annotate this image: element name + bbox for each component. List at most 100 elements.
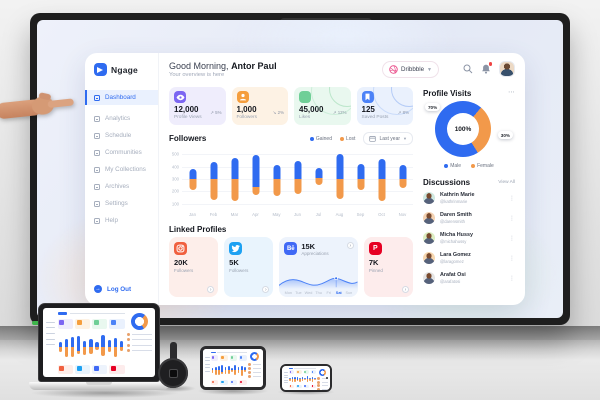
mini-lost: [214, 370, 217, 376]
right-column: Profile Visits ⋯ 100% 70% 30% Male Female: [423, 87, 515, 297]
mini-line-chart: [279, 273, 358, 289]
stat-value: 125: [361, 105, 375, 114]
sidebar-item-archives[interactable]: Archives: [85, 179, 158, 194]
open-card-icon[interactable]: ›: [207, 286, 215, 293]
linked-card-instagram[interactable]: 20K Followers ›: [169, 237, 219, 297]
kebab-menu-icon[interactable]: ⋮: [509, 275, 515, 282]
logout-button[interactable]: → Log Out: [85, 281, 158, 297]
mini-donut: [249, 352, 259, 362]
discussion-row[interactable]: Kathrin Marie @kathrinmarie ⋮: [423, 188, 515, 208]
stat-card-profile-views[interactable]: 12,000 Profile Views ↗ 5%: [169, 87, 226, 125]
chart-bar-mar[interactable]: [231, 157, 238, 201]
discussion-row[interactable]: Arafat Osi @arafatosi ⋮: [423, 268, 515, 288]
linked-card-pinterest[interactable]: P 7K Pinned ›: [363, 237, 413, 297]
behance-text: 15K Appreciations: [301, 242, 328, 256]
sidebar-item-communities[interactable]: Communities: [85, 145, 158, 160]
mini-bar: [101, 335, 105, 357]
stat-card-saved-posts[interactable]: 125 Saved Posts ↗ 8%: [356, 87, 413, 125]
range-selector[interactable]: Last year ▼: [363, 132, 413, 145]
mini-linked-chip: [311, 385, 317, 388]
discussion-row[interactable]: Micha Hussy @michahussy ⋮: [423, 228, 515, 248]
mini-stat-chip: [288, 370, 295, 374]
x-tick-label: Nov: [398, 211, 407, 217]
mini-gained: [296, 376, 299, 381]
mini-bar: [224, 367, 227, 375]
discussion-name: Lara Gomez: [440, 252, 471, 259]
mini-linked-icon: [111, 365, 117, 371]
bell-icon[interactable]: [481, 62, 492, 74]
more-menu-icon[interactable]: ⋯: [508, 89, 515, 96]
chart-bar-may[interactable]: [273, 165, 280, 197]
sidebar-item-schedule[interactable]: Schedule: [85, 128, 158, 143]
mini-gained: [218, 365, 220, 371]
mini-stat-icon: [76, 320, 82, 326]
linked-card-twitter[interactable]: 5K Followers ›: [224, 237, 274, 297]
chart-bar-nov[interactable]: [399, 165, 406, 188]
mini-gained: [221, 364, 224, 373]
stat-card-likes[interactable]: ♥ 45,000 Likes ↗ 12%: [294, 87, 351, 125]
mini-line: [284, 372, 288, 374]
sidebar-item-help[interactable]: Help: [85, 213, 158, 228]
brand-logo[interactable]: Ngage: [85, 63, 158, 76]
platform-selector[interactable]: Dribbble ▼: [382, 61, 439, 78]
laptop-screen: [38, 303, 160, 382]
linked-label: Pinned: [368, 268, 383, 273]
topbar-icons: [463, 61, 515, 77]
stat-card-followers[interactable]: 1,000 Followers ↘ 2%: [231, 87, 288, 125]
mini-stat-chip: [92, 318, 108, 330]
mini-gained: [64, 339, 69, 347]
y-tick-label: 100: [171, 201, 179, 207]
chart-bar-feb[interactable]: [210, 162, 217, 201]
sidebar-item-my-collections[interactable]: My Collections: [85, 162, 158, 177]
day-label: Wed: [304, 291, 313, 295]
mini-list-row: [126, 332, 152, 336]
mini-linked-icon: [221, 380, 224, 384]
chart-bar-sep[interactable]: [357, 163, 364, 191]
chart-bar-jul[interactable]: [315, 167, 322, 186]
sidebar-item-analytics[interactable]: Analytics: [85, 111, 158, 126]
x-tick-label: Feb: [209, 211, 218, 217]
range-label: Last year: [379, 135, 401, 142]
linked-label: Followers: [229, 268, 249, 273]
discussion-row[interactable]: Lara Gomez @laragomez ⋮: [423, 248, 515, 268]
open-card-icon[interactable]: ›: [346, 242, 354, 249]
mini-stat-chip: [239, 355, 247, 361]
linked-profiles-title: Linked Profiles: [169, 224, 227, 234]
mini-line: [284, 379, 288, 381]
lost-segment: [231, 179, 238, 201]
kebab-menu-icon[interactable]: ⋮: [509, 255, 515, 262]
discussion-row[interactable]: Daren Smith @darensmith ⋮: [423, 208, 515, 228]
user-avatar[interactable]: [499, 61, 515, 77]
linked-card-behance[interactable]: Bē 15K Appreciations Mon Tue Wed Thu Fri Sat Sun ›: [279, 237, 358, 297]
sidebar-item-dashboard[interactable]: Dashboard: [85, 90, 158, 105]
discussion-name: Arafat Osi: [440, 272, 466, 279]
mini-bar: [227, 366, 230, 374]
discussion-handle: @laragomez: [440, 258, 464, 264]
mini-stat-chip: [311, 370, 317, 374]
mini-linked-row: [288, 385, 317, 388]
kebab-menu-icon[interactable]: ⋮: [509, 215, 515, 222]
view-all-link[interactable]: View All: [498, 179, 515, 185]
chart-bar-jun[interactable]: [294, 161, 301, 194]
tablet: [200, 346, 266, 390]
mini-gained: [294, 376, 296, 380]
chart-bar-apr[interactable]: [252, 155, 259, 196]
mini-list-row: [247, 362, 261, 366]
chart-bar-aug[interactable]: [336, 153, 343, 200]
kebab-menu-icon[interactable]: ⋮: [509, 195, 515, 202]
open-card-icon[interactable]: ›: [402, 286, 409, 293]
mini-line: [252, 363, 261, 365]
hdmi-dongle-stick: [170, 342, 177, 370]
chart-bar-oct[interactable]: [378, 159, 385, 202]
sidebar-item-settings[interactable]: Settings: [85, 196, 158, 211]
lost-segment: [294, 179, 301, 194]
search-icon[interactable]: [463, 64, 473, 74]
mini-linked-icon: [296, 385, 299, 387]
mini-bar: [83, 340, 87, 355]
open-card-icon[interactable]: ›: [262, 286, 270, 293]
mini-bar: [243, 367, 246, 373]
mini-line: [131, 339, 152, 341]
kebab-menu-icon[interactable]: ⋮: [509, 235, 515, 242]
chart-bar-jan[interactable]: [189, 169, 196, 191]
day-label: Sun: [345, 291, 353, 295]
